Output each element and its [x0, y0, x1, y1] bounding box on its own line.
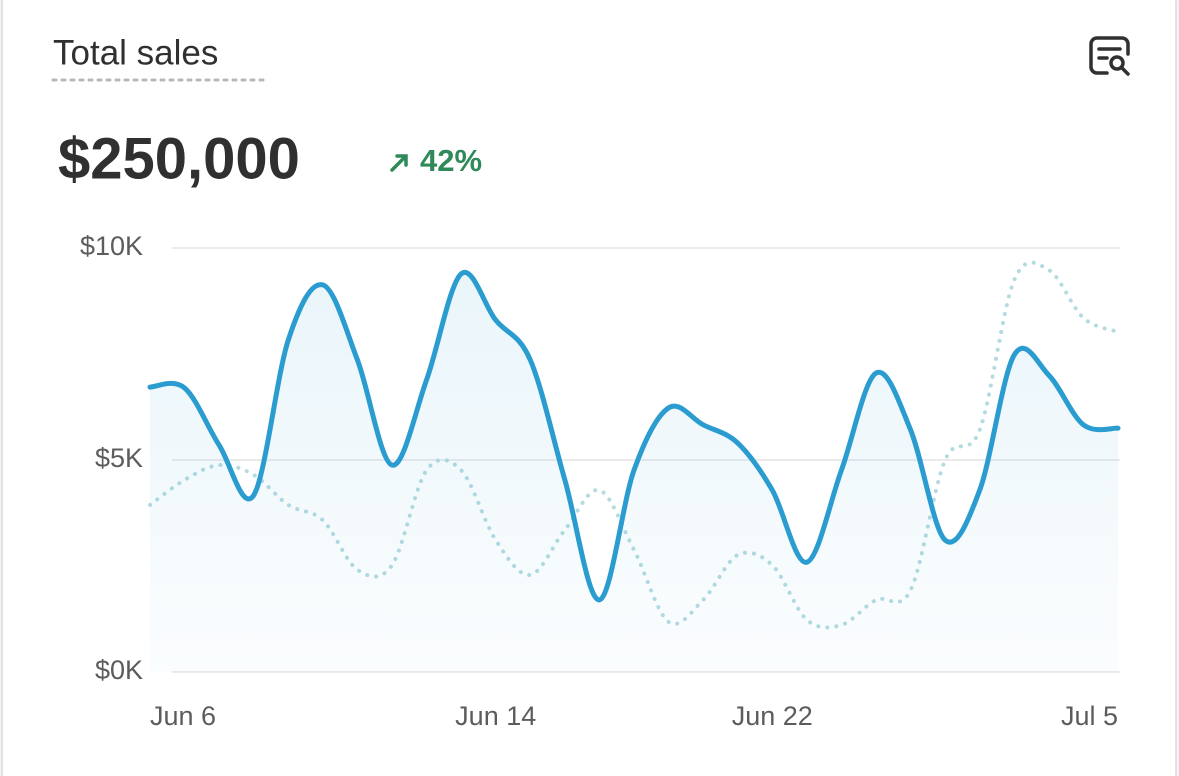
x-tick-label: Jun 6: [150, 701, 216, 731]
icon-frame: [1089, 36, 1130, 75]
report-icon[interactable]: [1089, 36, 1130, 76]
card-title[interactable]: Total sales: [53, 33, 218, 72]
x-tick-label: Jul 5: [1061, 701, 1118, 731]
trend-arrow: [390, 154, 408, 172]
y-tick-label: $10K: [80, 231, 143, 261]
x-tick-label: Jun 14: [455, 701, 536, 731]
change-value: 42%: [420, 143, 482, 178]
y-tick-label: $5K: [95, 443, 143, 473]
series-line: [147, 269, 1121, 603]
icon-handle: [1120, 66, 1130, 76]
total-value: $250,000: [58, 126, 300, 191]
x-tick-label: Jun 22: [732, 701, 813, 731]
icon-lens: [1109, 55, 1125, 71]
y-tick-label: $0K: [95, 655, 143, 685]
